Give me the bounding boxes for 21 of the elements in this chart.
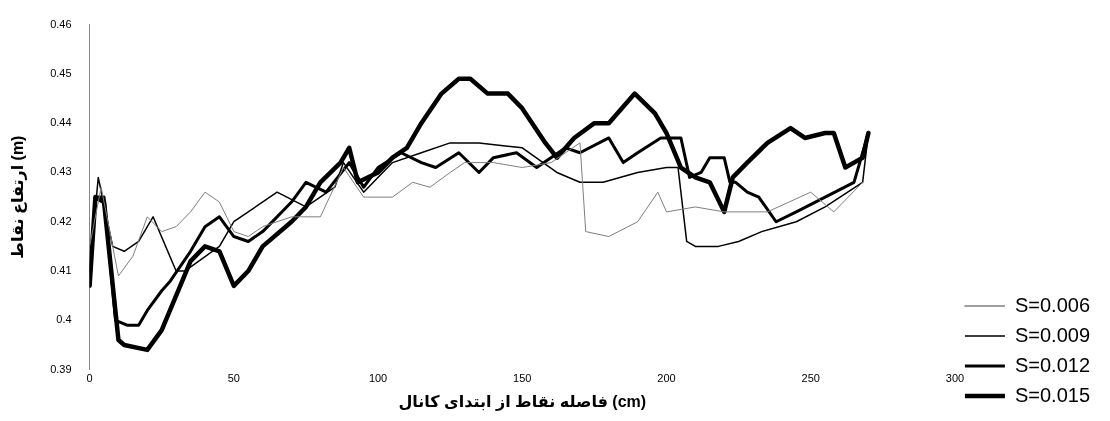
y-tick-label: 0.43 — [50, 165, 72, 178]
y-tick-label: 0.44 — [50, 116, 72, 129]
y-axis-title: ارتفاع نقاط (m) — [9, 135, 28, 259]
x-tick-label: 100 — [368, 372, 388, 385]
x-tick-label: 200 — [657, 372, 676, 385]
legend-label: S=0.006 — [1014, 293, 1091, 316]
y-tick-label: 0.41 — [50, 264, 72, 277]
x-tick-label: 150 — [513, 372, 532, 385]
y-tick-label: 0.45 — [50, 66, 72, 79]
x-axis-title: فاصله نقاط از ابتدای کانال (cm) — [398, 392, 647, 411]
x-tick-label: 300 — [945, 372, 965, 385]
legend-label: S=0.009 — [1014, 323, 1091, 346]
legend-label: S=0.012 — [1014, 353, 1091, 376]
legend-label: S=0.015 — [1014, 383, 1091, 406]
y-tick-label: 0.39 — [50, 362, 72, 375]
x-tick-label: 250 — [801, 372, 820, 385]
x-tick-label: 0 — [86, 372, 93, 385]
y-tick-label: 0.4 — [56, 313, 72, 326]
y-tick-label: 0.42 — [50, 214, 72, 227]
y-tick-label: 0.46 — [50, 17, 72, 30]
x-tick-label: 50 — [227, 372, 240, 385]
